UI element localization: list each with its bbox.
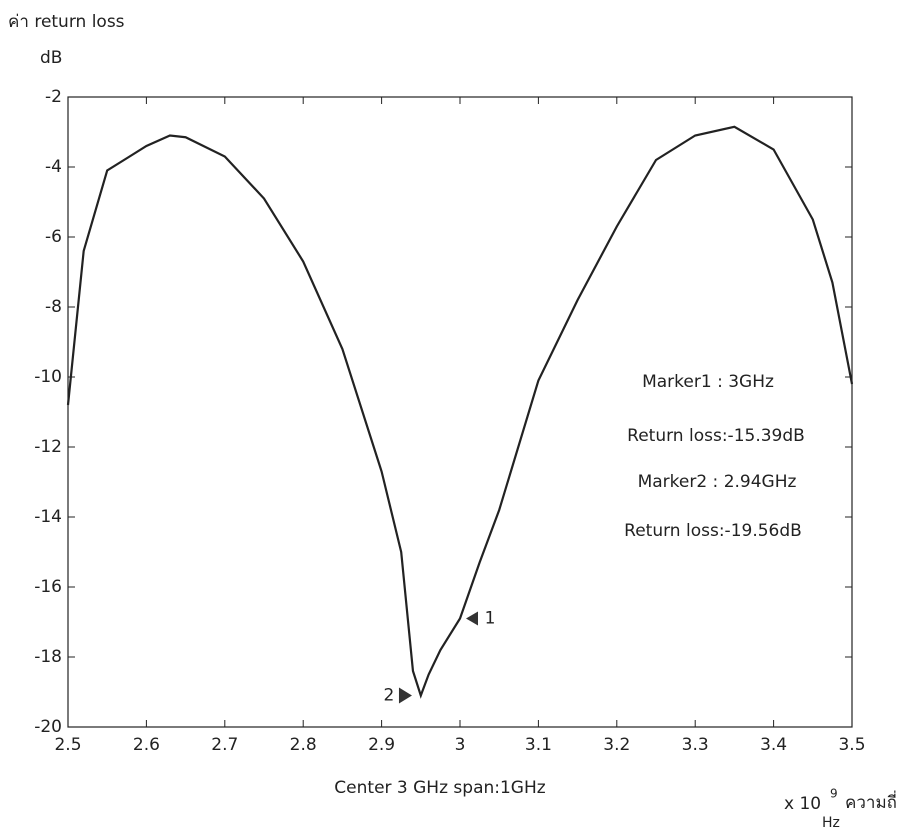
x-tick-label: 2.9 xyxy=(368,735,395,755)
x-tick-label: 3.1 xyxy=(525,735,552,755)
x-label: Center 3 GHz span:1GHz xyxy=(334,778,545,798)
plot-frame xyxy=(67,96,853,728)
y-tick-label: -2 xyxy=(45,87,62,107)
data-line xyxy=(66,125,854,699)
annotation: Marker1 : 3GHz xyxy=(642,372,774,392)
x-unit-name: ความถี่ xyxy=(845,790,897,813)
x-unit: Hz xyxy=(822,815,840,831)
x-tick-label: 2.5 xyxy=(54,735,81,755)
y-tick-label: -6 xyxy=(45,227,62,247)
marker xyxy=(398,687,412,704)
annotation: Return loss:-15.39dB xyxy=(627,426,805,446)
annotation: Marker2 : 2.94GHz xyxy=(638,472,797,492)
marker-label: 2 xyxy=(384,686,395,706)
marker-label: 1 xyxy=(485,609,496,629)
x-tick-label: 3.4 xyxy=(760,735,787,755)
x-tick-label: 2.6 xyxy=(133,735,160,755)
x-tick-label: 3.2 xyxy=(603,735,630,755)
x-tick-label: 3.5 xyxy=(838,735,865,755)
x-multiplier-exp: 9 xyxy=(830,787,838,801)
x-tick-label: 2.8 xyxy=(290,735,317,755)
annotation: Return loss:-19.56dB xyxy=(624,521,802,541)
y-tick-label: -10 xyxy=(34,367,62,387)
x-tick-label: 3.3 xyxy=(682,735,709,755)
y-tick-label: -12 xyxy=(34,437,62,457)
y-unit: dB xyxy=(40,48,62,68)
y-tick-label: -14 xyxy=(34,507,62,527)
y-tick-label: -8 xyxy=(45,297,62,317)
x-multiplier: x 10 xyxy=(784,794,821,814)
x-tick-label: 3 xyxy=(455,735,466,755)
y-tick-label: -4 xyxy=(45,157,62,177)
y-tick-label: -20 xyxy=(34,717,62,737)
y-label: ค่า return loss xyxy=(8,12,125,32)
y-tick-label: -18 xyxy=(34,647,62,667)
x-tick-label: 2.7 xyxy=(211,735,238,755)
y-tick-label: -16 xyxy=(34,577,62,597)
marker xyxy=(466,611,478,626)
